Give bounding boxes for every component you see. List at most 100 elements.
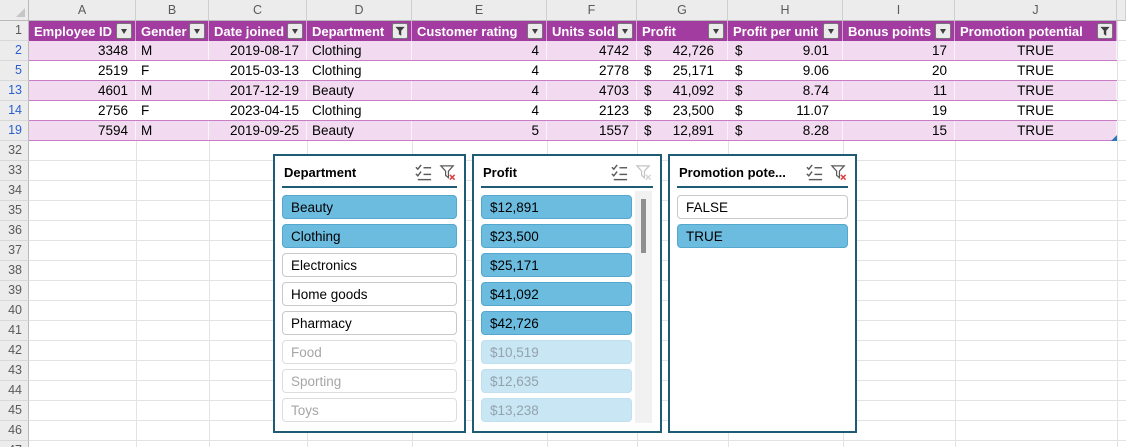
slicer-item-toys[interactable]: Toys — [282, 398, 457, 422]
slicer-item-false[interactable]: FALSE — [677, 195, 848, 219]
slicer-item-42-726[interactable]: $42,726 — [481, 311, 632, 335]
slicer-item-sporting[interactable]: Sporting — [282, 369, 457, 393]
row-header-14[interactable]: 14 — [0, 101, 29, 121]
row-header-41[interactable]: 41 — [0, 321, 29, 341]
column-header-i[interactable]: I — [843, 0, 955, 21]
cell-units-sold[interactable]: 4703 — [547, 81, 637, 100]
slicer-item-electronics[interactable]: Electronics — [282, 253, 457, 277]
table-header-units-sold[interactable]: Units sold — [547, 21, 637, 41]
cell-customer-rating[interactable]: 4 — [412, 61, 547, 80]
slicer-item-home-goods[interactable]: Home goods — [282, 282, 457, 306]
row-header-45[interactable]: 45 — [0, 401, 29, 421]
cell-units-sold[interactable]: 2778 — [547, 61, 637, 80]
cell-gender[interactable]: M — [136, 121, 209, 140]
row-header-46[interactable]: 46 — [0, 421, 29, 441]
cell-promotion-potential[interactable]: TRUE — [955, 121, 1117, 140]
row-header-44[interactable]: 44 — [0, 381, 29, 401]
slicer-item-beauty[interactable]: Beauty — [282, 195, 457, 219]
row-header-2[interactable]: 2 — [0, 41, 29, 61]
filter-button-employee-id[interactable] — [116, 23, 132, 39]
scrollbar-thumb[interactable] — [641, 199, 646, 253]
multi-select-button[interactable] — [804, 162, 825, 183]
slicer-item-25-171[interactable]: $25,171 — [481, 253, 632, 277]
cell-units-sold[interactable]: 4742 — [547, 41, 637, 60]
cell-profit[interactable]: $25,171 — [637, 61, 728, 80]
cell-gender[interactable]: F — [136, 101, 209, 120]
row-header-40[interactable]: 40 — [0, 301, 29, 321]
slicer-item-12-635[interactable]: $12,635 — [481, 369, 632, 393]
cell-promotion-potential[interactable]: TRUE — [955, 101, 1117, 120]
column-header-j[interactable]: J — [955, 0, 1117, 21]
row-header-37[interactable]: 37 — [0, 241, 29, 261]
cell-bonus-points[interactable]: 11 — [843, 81, 955, 100]
table-header-date-joined[interactable]: Date joined — [209, 21, 307, 41]
column-header-c[interactable]: C — [209, 0, 307, 21]
cell-employee-id[interactable]: 4601 — [29, 81, 136, 100]
column-header-g[interactable]: G — [637, 0, 728, 21]
cell-profit-per-unit[interactable]: $9.06 — [728, 61, 843, 80]
cell-bonus-points[interactable]: 19 — [843, 101, 955, 120]
slicer-item-clothing[interactable]: Clothing — [282, 224, 457, 248]
row-header-38[interactable]: 38 — [0, 261, 29, 281]
cell-profit-per-unit[interactable]: $8.74 — [728, 81, 843, 100]
table-header-department[interactable]: Department — [307, 21, 412, 41]
cell-date-joined[interactable]: 2023-04-15 — [209, 101, 307, 120]
cell-bonus-points[interactable]: 17 — [843, 41, 955, 60]
column-header-h[interactable]: H — [728, 0, 843, 21]
cell-gender[interactable]: F — [136, 61, 209, 80]
row-header-19[interactable]: 19 — [0, 121, 29, 141]
column-header-e[interactable]: E — [412, 0, 547, 21]
filter-button-bonus-points[interactable] — [935, 23, 951, 39]
table-header-bonus-points[interactable]: Bonus points — [843, 21, 955, 41]
row-header-33[interactable]: 33 — [0, 161, 29, 181]
cell-employee-id[interactable]: 7594 — [29, 121, 136, 140]
cell-profit-per-unit[interactable]: $11.07 — [728, 101, 843, 120]
cell-profit-per-unit[interactable]: $8.28 — [728, 121, 843, 140]
cell-bonus-points[interactable]: 15 — [843, 121, 955, 140]
cell-promotion-potential[interactable]: TRUE — [955, 61, 1117, 80]
row-header-35[interactable]: 35 — [0, 201, 29, 221]
slicer-item-12-891[interactable]: $12,891 — [481, 195, 632, 219]
cell-customer-rating[interactable]: 4 — [412, 41, 547, 60]
row-header-42[interactable]: 42 — [0, 341, 29, 361]
row-header-39[interactable]: 39 — [0, 281, 29, 301]
cell-customer-rating[interactable]: 5 — [412, 121, 547, 140]
filter-button-units-sold[interactable] — [617, 23, 633, 39]
select-all-corner[interactable] — [0, 0, 29, 21]
column-header-b[interactable]: B — [136, 0, 209, 21]
row-header-34[interactable]: 34 — [0, 181, 29, 201]
cell-promotion-potential[interactable]: TRUE — [955, 81, 1117, 100]
slicer-item-food[interactable]: Food — [282, 340, 457, 364]
row-header-43[interactable]: 43 — [0, 361, 29, 381]
cell-department[interactable]: Beauty — [307, 81, 412, 100]
table-header-profit[interactable]: Profit — [637, 21, 728, 41]
cell-date-joined[interactable]: 2019-08-17 — [209, 41, 307, 60]
row-header-36[interactable]: 36 — [0, 221, 29, 241]
filter-button-customer-rating[interactable] — [527, 23, 543, 39]
slicer-item-true[interactable]: TRUE — [677, 224, 848, 248]
clear-filter-button[interactable] — [437, 162, 458, 183]
column-header-f[interactable]: F — [547, 0, 637, 21]
cell-bonus-points[interactable]: 20 — [843, 61, 955, 80]
table-header-profit-per-unit[interactable]: Profit per unit — [728, 21, 843, 41]
table-header-gender[interactable]: Gender — [136, 21, 209, 41]
cell-gender[interactable]: M — [136, 41, 209, 60]
cell-department[interactable]: Clothing — [307, 61, 412, 80]
table-header-customer-rating[interactable]: Customer rating — [412, 21, 547, 41]
column-header-a[interactable]: A — [29, 0, 136, 21]
scrollbar-track[interactable] — [635, 191, 652, 423]
table-header-promotion-potential[interactable]: Promotion potential — [955, 21, 1117, 41]
table-header-employee-id[interactable]: Employee ID — [29, 21, 136, 41]
cell-customer-rating[interactable]: 4 — [412, 101, 547, 120]
multi-select-button[interactable] — [413, 162, 434, 183]
cell-units-sold[interactable]: 2123 — [547, 101, 637, 120]
cell-profit-per-unit[interactable]: $9.01 — [728, 41, 843, 60]
cell-department[interactable]: Clothing — [307, 101, 412, 120]
cell-department[interactable]: Clothing — [307, 41, 412, 60]
row-header-1[interactable]: 1 — [0, 21, 29, 41]
cell-gender[interactable]: M — [136, 81, 209, 100]
cell-employee-id[interactable]: 3348 — [29, 41, 136, 60]
cell-customer-rating[interactable]: 4 — [412, 81, 547, 100]
row-header-32[interactable]: 32 — [0, 141, 29, 161]
cell-promotion-potential[interactable]: TRUE — [955, 41, 1117, 60]
